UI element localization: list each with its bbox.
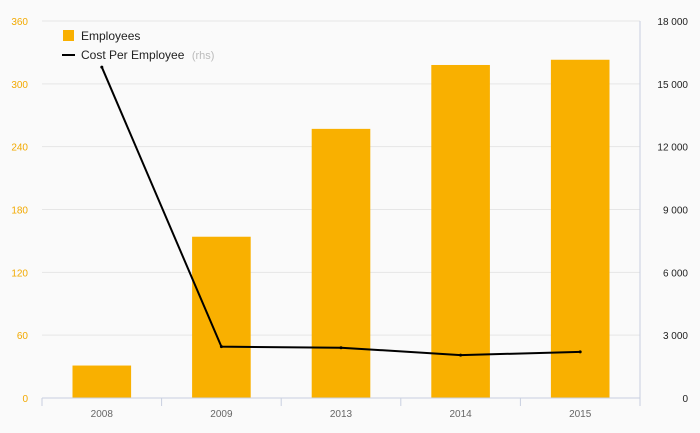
y-left-tick-label: 180 [11,206,28,217]
employees-bar [311,128,371,398]
cost-per-employee-point [100,65,104,69]
y-left-tick-label: 60 [17,331,29,342]
cost-per-employee-line-group [100,65,582,357]
legend-cost-note: (rhs) [192,50,215,62]
x-tick-label: 2015 [569,409,592,420]
legend-cost-entry: Cost Per Employee (rhs) [81,46,214,63]
x-tick-label: 2013 [330,409,353,420]
legend-employees-label: Employees [81,29,140,43]
x-tick-label: 2009 [210,409,233,420]
y-right-tick-label: 9 000 [663,206,688,217]
cost-per-employee-point [339,346,343,350]
legend: Employees Cost Per Employee (rhs) [62,29,214,63]
y-right-tick-label: 18 000 [657,17,688,28]
y-left-tick-label: 0 [22,394,28,405]
y-right-tick-label: 12 000 [657,143,688,154]
employees-bar [72,365,132,398]
cost-per-employee-point [578,350,582,354]
cost-per-employee-point [459,353,463,357]
legend-cost-label: Cost Per Employee [81,48,185,62]
axes: 0 0 60 3 000 120 6 000 180 9 000 240 12 000 300 15 … [11,17,688,420]
y-right-tick-label: 3 000 [663,331,688,342]
y-left-tick-label: 360 [11,17,28,28]
x-tick-label: 2014 [449,409,472,420]
y-right-tick-label: 15 000 [657,80,688,91]
employees-bar [550,59,610,398]
cost-per-employee-point [219,345,223,349]
legend-employees-swatch [63,30,74,41]
y-left-tick-label: 120 [11,268,28,279]
y-left-tick-label: 300 [11,80,28,91]
y-right-tick-label: 6 000 [663,268,688,279]
y-left-tick-label: 240 [11,143,28,154]
employees-bar [192,236,251,398]
employees-bar [431,64,490,398]
y-right-tick-label: 0 [682,394,688,405]
employees-bars [72,59,610,398]
x-tick-label: 2008 [91,409,114,420]
